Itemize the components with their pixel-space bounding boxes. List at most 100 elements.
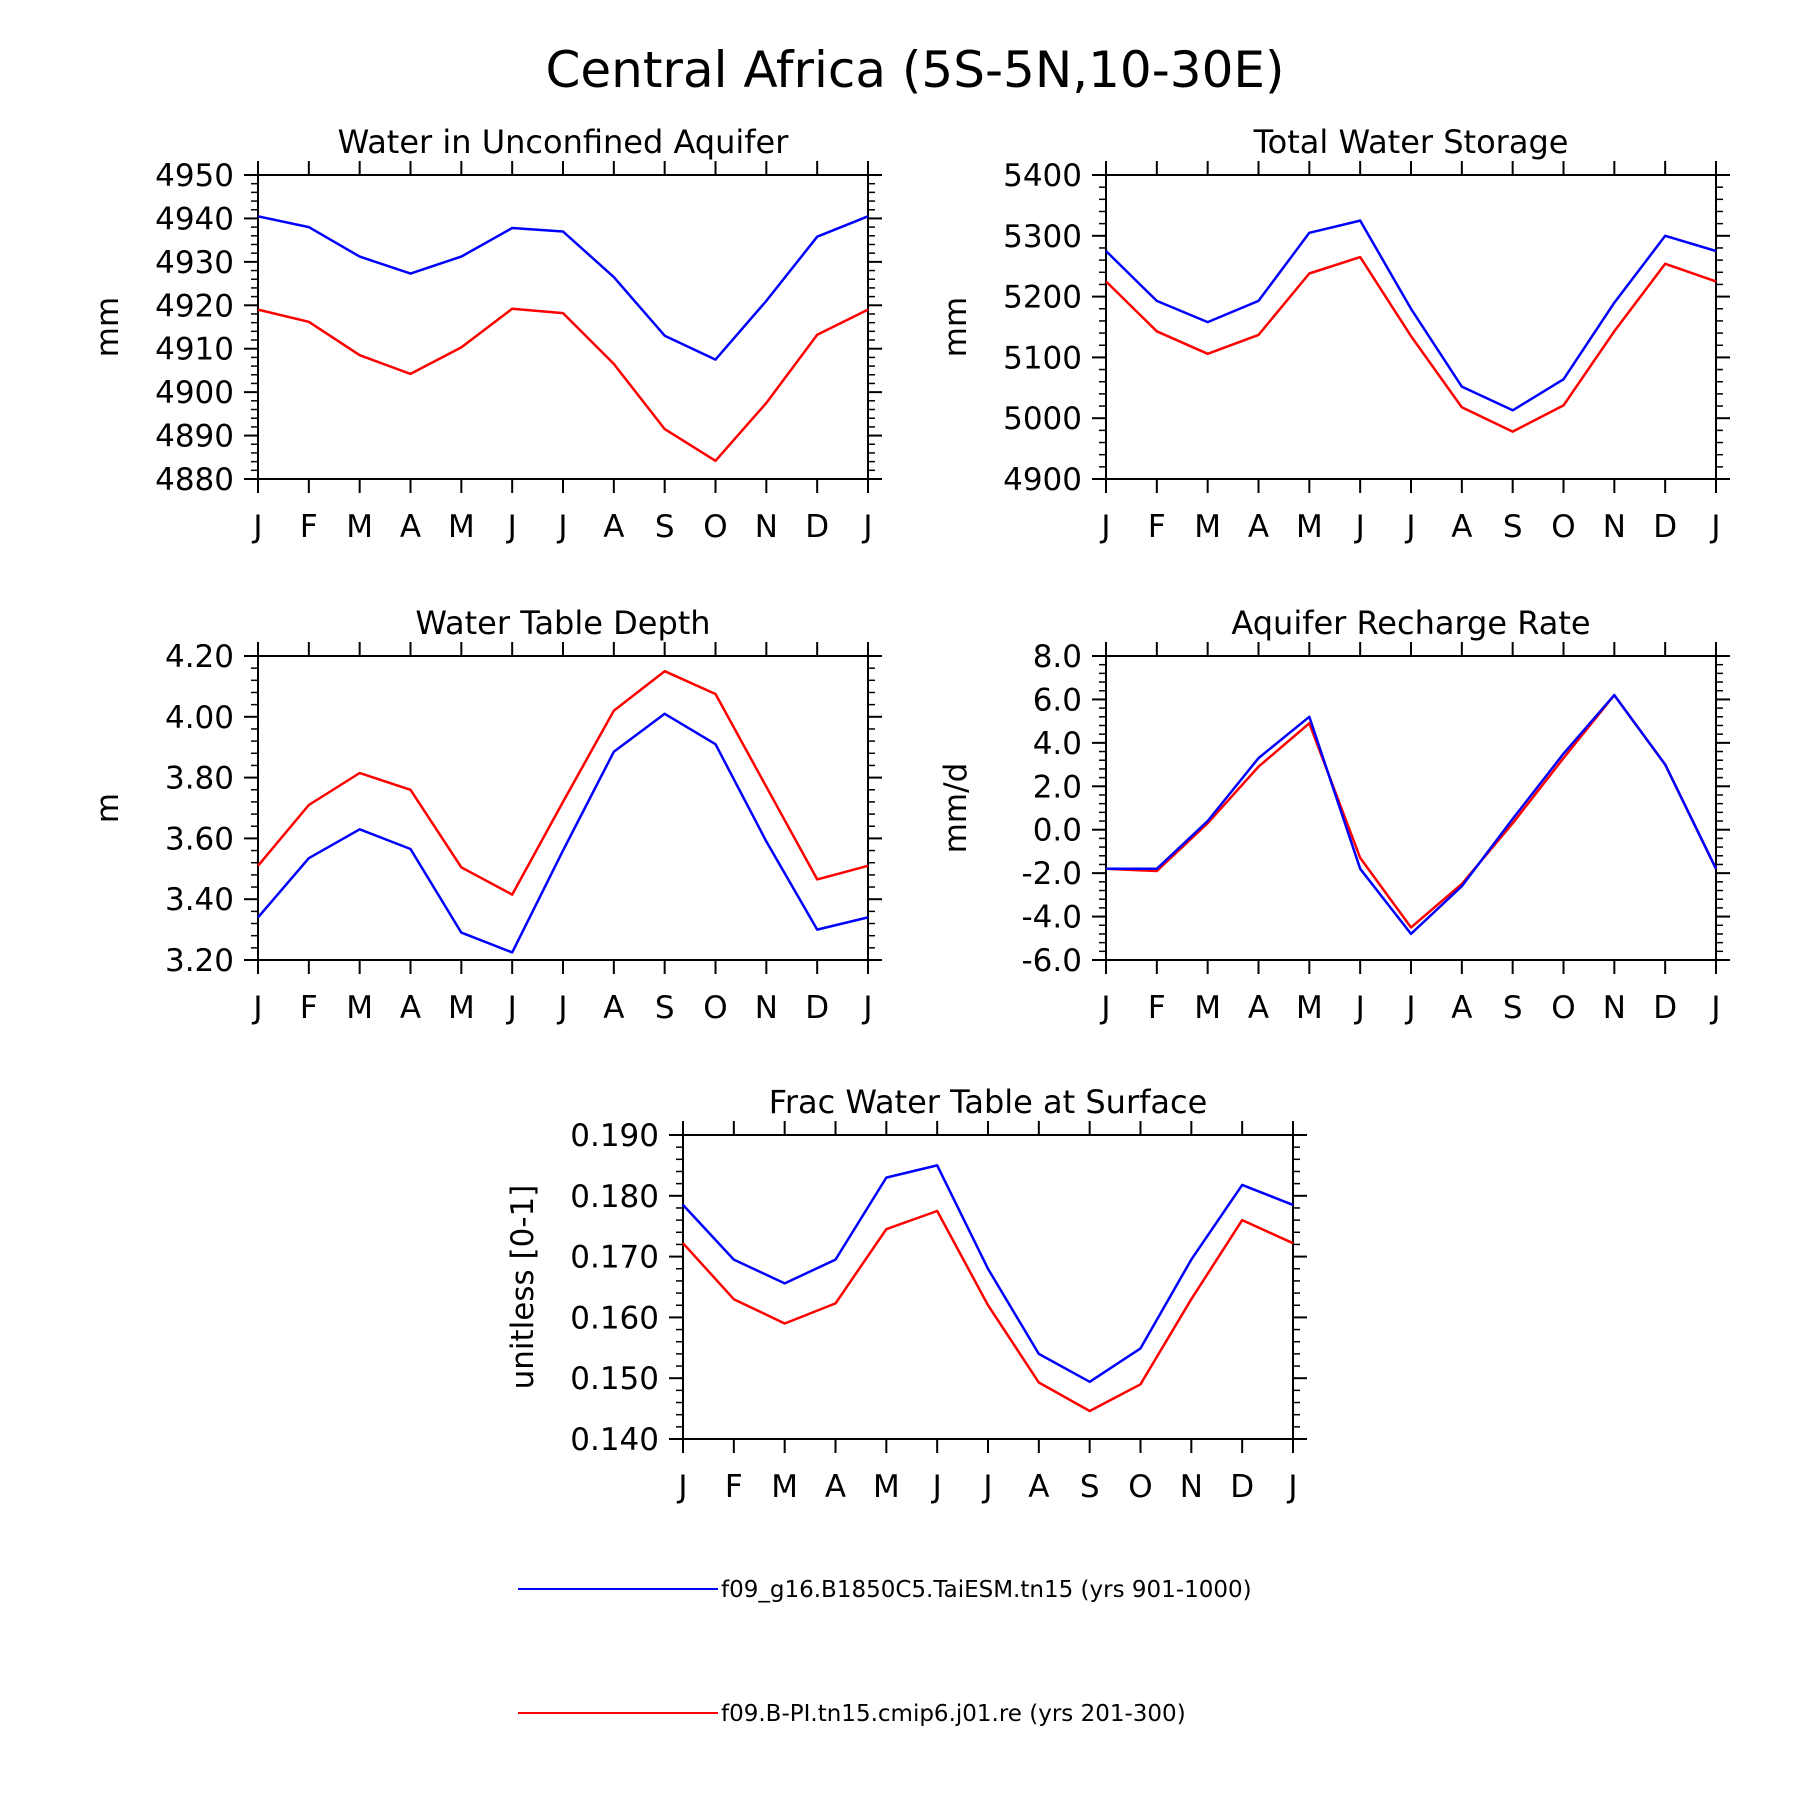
- panel-2: J F M A M J J A S O N D J490050005100520053005400Tot…: [938, 123, 1730, 545]
- series-line-2: [1105, 255, 1717, 433]
- series-line-2: [257, 669, 869, 896]
- x-tick-label: A: [825, 1469, 846, 1505]
- plot-frame: [257, 655, 869, 961]
- y-tick-label: 4910: [155, 332, 234, 368]
- x-tick-label: M: [873, 1469, 900, 1505]
- x-tick-label: J: [556, 509, 567, 545]
- y-tick-label: -2.0: [1022, 856, 1083, 892]
- x-tick-label: J: [1404, 990, 1415, 1026]
- series-line-2: [257, 307, 869, 463]
- y-tick-label: 4940: [155, 201, 234, 237]
- x-tick-label: N: [1603, 990, 1626, 1026]
- x-tick-label: A: [1028, 1469, 1049, 1505]
- x-tick-label: M: [448, 990, 475, 1026]
- y-tick-label: 0.190: [570, 1118, 659, 1154]
- y-tick-label: 5000: [1003, 401, 1082, 437]
- plot-frame: [1105, 174, 1717, 480]
- y-tick-label: 4920: [155, 288, 234, 324]
- x-tick-label: N: [755, 509, 778, 545]
- y-tick-label: 5200: [1003, 280, 1082, 316]
- x-tick-label: A: [1248, 990, 1269, 1026]
- x-tick-label: N: [1603, 509, 1626, 545]
- series-line-1: [1105, 693, 1718, 929]
- x-tick-label: J: [1404, 509, 1415, 545]
- x-tick-label: J: [1286, 1469, 1297, 1505]
- x-tick-label: N: [1180, 1469, 1203, 1505]
- x-tick-label: D: [805, 509, 829, 545]
- x-tick-label: A: [1451, 509, 1472, 545]
- y-axis-label: m: [90, 793, 126, 823]
- y-axis-label: mm: [90, 297, 126, 357]
- y-tick-label: 4.20: [165, 639, 234, 675]
- x-tick-label: J: [506, 990, 517, 1026]
- series-line-2: [682, 1209, 1294, 1413]
- x-tick-label: J: [861, 509, 872, 545]
- x-tick-label: O: [703, 509, 727, 545]
- x-tick-label: F: [1148, 509, 1166, 545]
- x-tick-label: F: [1148, 990, 1166, 1026]
- x-tick-label: J: [1354, 509, 1365, 545]
- figure-title: Central Africa (5S-5N,10-30E): [545, 41, 1284, 99]
- x-tick-label: A: [1451, 990, 1472, 1026]
- x-tick-label: J: [251, 990, 262, 1026]
- y-tick-label: 3.20: [165, 943, 234, 979]
- x-tick-label: D: [1653, 990, 1677, 1026]
- x-tick-label: O: [1551, 990, 1575, 1026]
- y-tick-label: 4880: [155, 462, 234, 498]
- y-tick-label: 0.150: [570, 1361, 659, 1397]
- y-axis-label: unitless [0-1]: [505, 1185, 541, 1390]
- series-line-2: [1106, 693, 1718, 936]
- y-axis-label: mm/d: [938, 763, 974, 854]
- y-tick-label: 6.0: [1033, 682, 1082, 718]
- plot-frame: [1105, 655, 1717, 961]
- panel-4: J F M A M J J A S O N D J-6.0-4.0-2.00.02.04.06.08.0…: [938, 604, 1730, 1026]
- x-tick-label: M: [346, 509, 373, 545]
- y-tick-label: 5100: [1003, 340, 1082, 376]
- series-line-1: [682, 1164, 1294, 1384]
- panel-1: J F M A M J J A S O N D J488048904900491049204930494…: [90, 123, 882, 545]
- y-tick-label: 4900: [1003, 462, 1082, 498]
- y-tick-label: 3.60: [165, 821, 234, 857]
- y-tick-label: 0.160: [570, 1300, 659, 1336]
- x-tick-label: J: [981, 1469, 992, 1505]
- x-tick-label: S: [655, 509, 675, 545]
- y-tick-label: 4.0: [1033, 726, 1082, 762]
- y-tick-label: -4.0: [1022, 900, 1083, 936]
- series-line-1: [1105, 219, 1717, 412]
- x-tick-label: M: [1194, 990, 1221, 1026]
- y-tick-label: 4.00: [165, 700, 234, 736]
- y-tick-label: 0.140: [570, 1422, 659, 1458]
- x-tick-label: S: [1503, 509, 1523, 545]
- y-tick-label: 4930: [155, 245, 234, 281]
- x-tick-label: J: [1709, 990, 1720, 1026]
- x-tick-label: J: [251, 509, 262, 545]
- x-tick-label: A: [603, 990, 624, 1026]
- x-tick-label: M: [771, 1469, 798, 1505]
- y-tick-label: 0.170: [570, 1240, 659, 1276]
- y-tick-label: 4900: [155, 375, 234, 411]
- legend-label-2: f09.B-PI.tn15.cmip6.j01.re (yrs 201-300): [721, 1701, 1186, 1727]
- x-tick-label: O: [1128, 1469, 1152, 1505]
- x-tick-label: S: [1503, 990, 1523, 1026]
- panel-5: J F M A M J J A S O N D J0.1400.1500.1600.1700.1800.…: [505, 1083, 1307, 1505]
- y-axis-label: mm: [938, 297, 974, 357]
- legend-label-1: f09_g16.B1850C5.TaiESM.tn15 (yrs 901-100…: [721, 1577, 1252, 1603]
- x-tick-label: F: [300, 990, 318, 1026]
- x-tick-label: O: [1551, 509, 1575, 545]
- x-tick-label: J: [1709, 509, 1720, 545]
- x-tick-label: J: [676, 1469, 687, 1505]
- y-tick-label: 3.80: [165, 761, 234, 797]
- y-tick-label: 0.180: [570, 1179, 659, 1215]
- panel-title: Total Water Storage: [1253, 123, 1569, 161]
- x-tick-label: D: [805, 990, 829, 1026]
- plot-frame: [682, 1134, 1294, 1440]
- legend: f09_g16.B1850C5.TaiESM.tn15 (yrs 901-100…: [518, 1577, 1252, 1727]
- x-tick-label: A: [603, 509, 624, 545]
- x-tick-label: S: [655, 990, 675, 1026]
- x-tick-label: J: [556, 990, 567, 1026]
- y-tick-label: 5400: [1003, 158, 1082, 194]
- x-tick-label: F: [725, 1469, 743, 1505]
- panel-title: Aquifer Recharge Rate: [1231, 604, 1590, 642]
- panel-3: J F M A M J J A S O N D J3.203.403.603.804.004.20Wat…: [90, 604, 882, 1026]
